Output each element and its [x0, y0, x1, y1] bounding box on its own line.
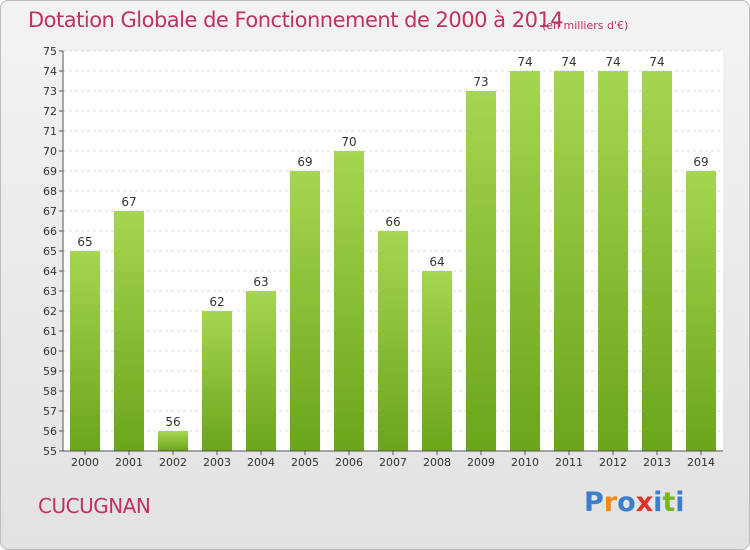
- x-tick-label-2003: 2003: [203, 456, 231, 469]
- y-tick-label: 63: [43, 285, 57, 298]
- y-tick-label: 58: [43, 385, 57, 398]
- y-tick-label: 56: [43, 425, 57, 438]
- y-tick-label: 74: [43, 65, 57, 78]
- bar-2009: [466, 91, 496, 451]
- logo-letter: i: [675, 487, 685, 518]
- y-tick-label: 64: [43, 265, 57, 278]
- y-tick-label: 69: [43, 165, 57, 178]
- data-label-2014: 69: [693, 155, 708, 169]
- proxiti-logo: Proxiti: [584, 487, 685, 518]
- data-label-2003: 62: [209, 295, 224, 309]
- data-label-2009: 73: [473, 75, 488, 89]
- y-tick-label: 73: [43, 85, 57, 98]
- data-label-2013: 74: [649, 55, 664, 69]
- x-tick-label-2010: 2010: [511, 456, 539, 469]
- data-label-2008: 64: [429, 255, 444, 269]
- logo-letter: P: [584, 487, 604, 518]
- x-tick-label-2014: 2014: [687, 456, 715, 469]
- bar-2012: [598, 71, 628, 451]
- y-tick-label: 59: [43, 365, 57, 378]
- bar-2006: [334, 151, 364, 451]
- y-tick-label: 60: [43, 345, 57, 358]
- logo-letter: i: [653, 487, 663, 518]
- data-label-2001: 67: [121, 195, 136, 209]
- x-tick-label-2011: 2011: [555, 456, 583, 469]
- bar-2004: [246, 291, 276, 451]
- x-tick-label-2004: 2004: [247, 456, 275, 469]
- y-tick-label: 68: [43, 185, 57, 198]
- y-tick-label: 70: [43, 145, 57, 158]
- data-label-2005: 69: [297, 155, 312, 169]
- logo-letter: o: [617, 487, 636, 518]
- logo-letter: t: [662, 487, 676, 518]
- bar-2011: [554, 71, 584, 451]
- logo-letter: r: [603, 487, 618, 518]
- x-tick-label-2008: 2008: [423, 456, 451, 469]
- chart-unit: (en milliers d'€): [542, 19, 629, 32]
- bar-2000: [70, 251, 100, 451]
- data-label-2012: 74: [605, 55, 620, 69]
- data-label-2004: 63: [253, 275, 268, 289]
- x-tick-label-2013: 2013: [643, 456, 671, 469]
- x-tick-label-2001: 2001: [115, 456, 143, 469]
- bar-2007: [378, 231, 408, 451]
- x-tick-label-2006: 2006: [335, 456, 363, 469]
- commune-name: CUCUGNAN: [38, 494, 151, 518]
- x-tick-label-2009: 2009: [467, 456, 495, 469]
- bar-2010: [510, 71, 540, 451]
- data-label-2006: 70: [341, 135, 356, 149]
- x-tick-label-2000: 2000: [71, 456, 99, 469]
- y-tick-label: 72: [43, 105, 57, 118]
- data-label-2007: 66: [385, 215, 400, 229]
- bar-2005: [290, 171, 320, 451]
- chart-title: Dotation Globale de Fonctionnement de 20…: [28, 8, 564, 32]
- bar-2014: [686, 171, 716, 451]
- x-tick-label-2012: 2012: [599, 456, 627, 469]
- bar-2002: [158, 431, 188, 451]
- y-tick-label: 61: [43, 325, 57, 338]
- y-tick-label: 55: [43, 445, 57, 458]
- data-label-2010: 74: [517, 55, 532, 69]
- bar-2003: [202, 311, 232, 451]
- data-label-2002: 56: [165, 415, 180, 429]
- y-tick-label: 65: [43, 245, 57, 258]
- bar-2013: [642, 71, 672, 451]
- y-tick-label: 57: [43, 405, 57, 418]
- x-tick-label-2005: 2005: [291, 456, 319, 469]
- y-tick-label: 67: [43, 205, 57, 218]
- x-tick-label-2002: 2002: [159, 456, 187, 469]
- bar-2008: [422, 271, 452, 451]
- data-label-2011: 74: [561, 55, 576, 69]
- logo-letter: x: [635, 487, 654, 518]
- x-tick-label-2007: 2007: [379, 456, 407, 469]
- y-tick-label: 66: [43, 225, 57, 238]
- y-tick-label: 71: [43, 125, 57, 138]
- y-tick-label: 62: [43, 305, 57, 318]
- bar-2001: [114, 211, 144, 451]
- y-tick-label: 75: [43, 45, 57, 58]
- data-label-2000: 65: [77, 235, 92, 249]
